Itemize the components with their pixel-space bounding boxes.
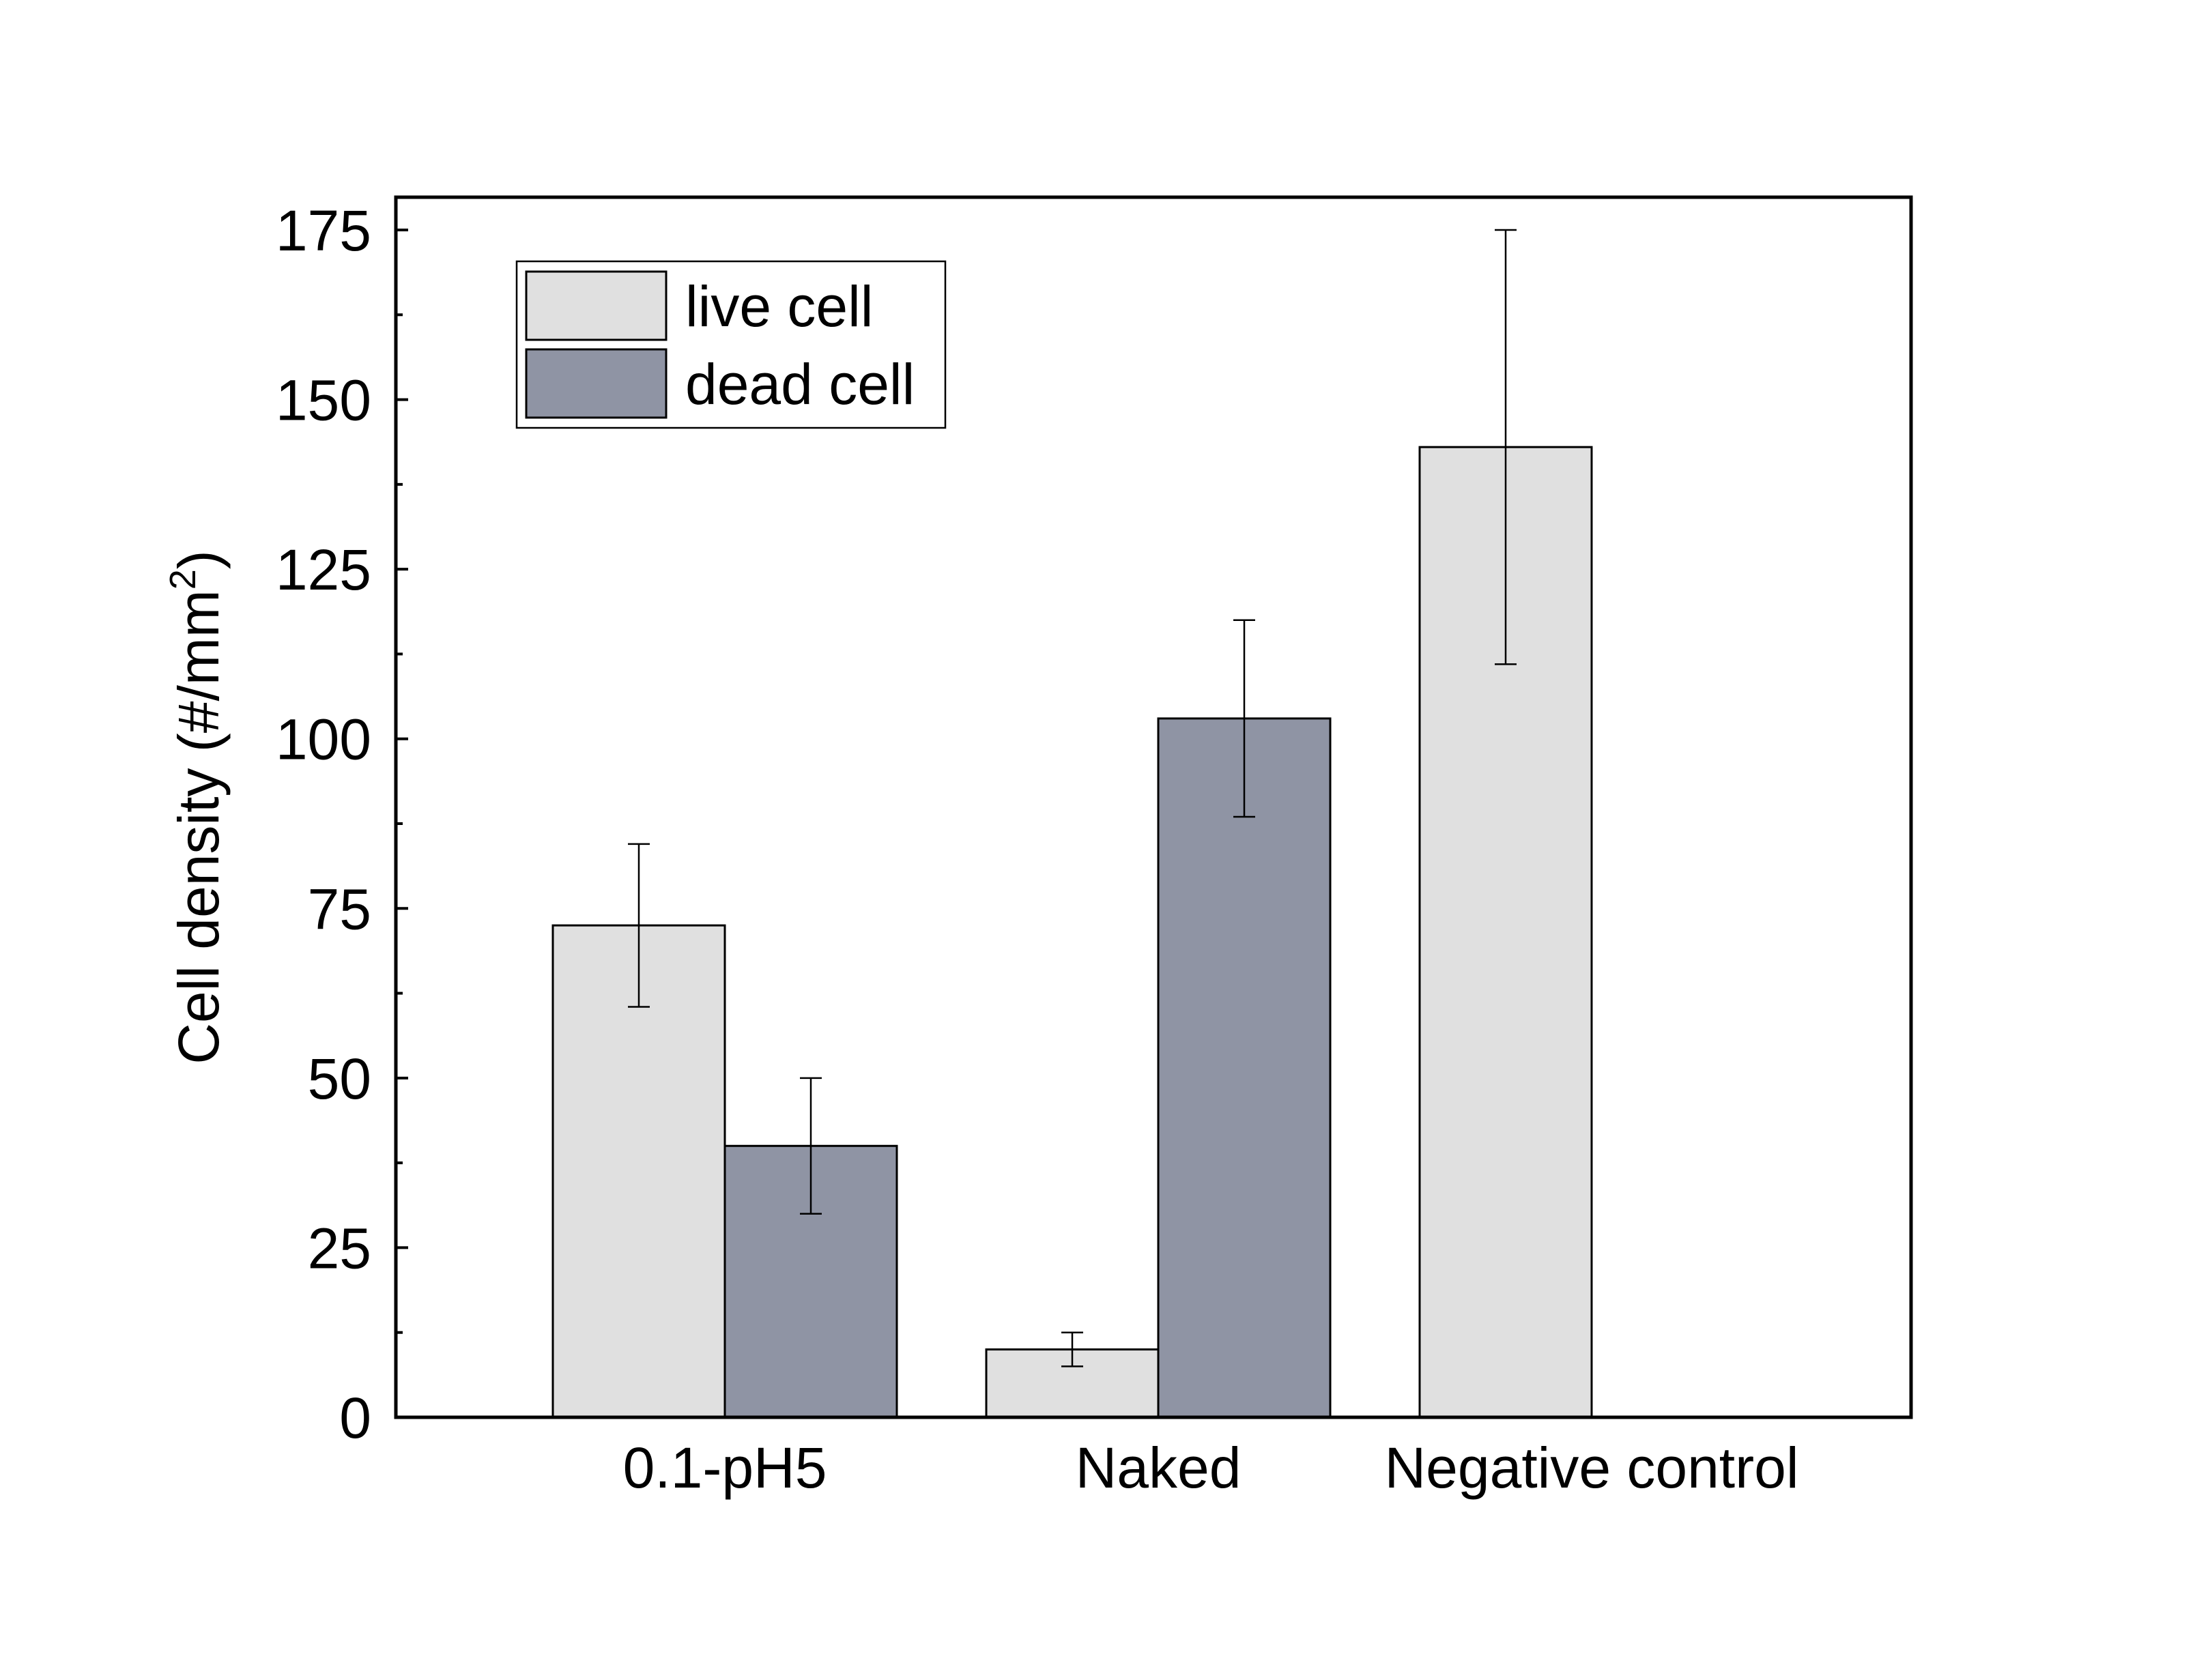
y-tick-label: 50	[308, 1047, 371, 1111]
y-axis-label-suffix: )	[167, 550, 231, 569]
y-tick-label: 100	[276, 708, 371, 772]
legend-label-dead-cell: dead cell	[685, 352, 915, 416]
y-tick-label: 175	[276, 199, 371, 263]
y-tick-label: 150	[276, 368, 371, 433]
y-axis-label: Cell density (#/mm2)	[162, 550, 231, 1065]
x-tick-label: 0.1-pH5	[623, 1436, 827, 1500]
y-tick-label: 0	[339, 1386, 371, 1450]
y-tick-label: 75	[308, 877, 371, 941]
error-bar-live-cell	[1061, 1331, 1083, 1367]
error-bar-dead-cell	[1233, 619, 1255, 818]
legend: live cell dead cell	[515, 260, 947, 429]
x-axis: 0.1-pH5 Naked Negative control	[623, 1436, 1799, 1500]
error-bar-dead-cell	[800, 1077, 822, 1215]
legend-swatch-live-cell	[525, 270, 668, 341]
x-tick-label: Naked	[1076, 1436, 1242, 1500]
error-bar-live-cell	[1495, 229, 1517, 665]
y-axis-label-superscript: 2	[162, 569, 203, 590]
legend-swatch-dead-cell	[525, 348, 668, 419]
bars-layer	[551, 446, 1593, 1419]
plot-frame	[394, 195, 1913, 1419]
y-axis-label-text: Cell density (#/mm	[167, 590, 231, 1065]
y-tick-label: 25	[308, 1216, 371, 1280]
legend-label-live-cell: live cell	[685, 274, 873, 338]
error-bar-live-cell	[628, 843, 650, 1008]
x-tick-label: Negative control	[1385, 1436, 1799, 1500]
y-axis: 0 25 50 75 100 125 150 175	[276, 199, 408, 1450]
error-bars-layer	[628, 229, 1517, 1367]
y-tick-label: 125	[276, 538, 371, 602]
bar-dead-cell	[1157, 717, 1332, 1419]
